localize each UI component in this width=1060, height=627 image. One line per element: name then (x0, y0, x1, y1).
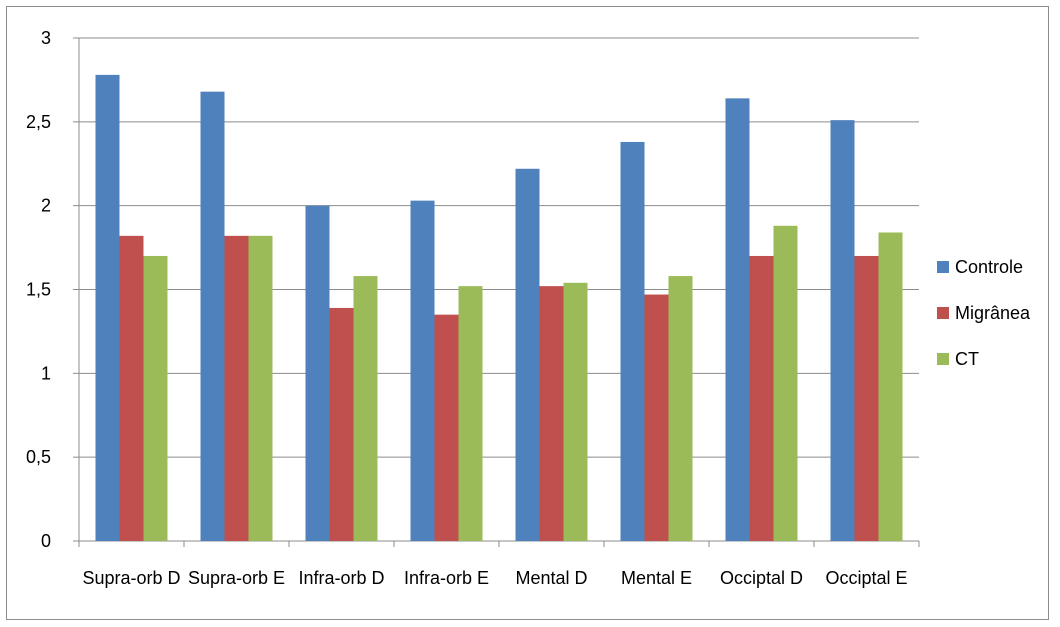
x-category-label: Infra-orb E (404, 568, 489, 588)
x-category-label: Infra-orb D (298, 568, 384, 588)
y-tick-label: 2 (41, 196, 51, 216)
bar-migr-nea-7 (749, 255, 774, 541)
bar-ct-1 (143, 255, 168, 541)
bar-ct-2 (248, 235, 273, 541)
bar-controle-4 (410, 200, 435, 542)
legend-label: Migrânea (955, 303, 1031, 323)
y-tick-label: 2,5 (26, 112, 51, 132)
bar-ct-3 (353, 276, 378, 541)
bar-ct-6 (668, 276, 693, 541)
bar-migr-nea-3 (329, 307, 354, 541)
x-category-label: Mental D (515, 568, 587, 588)
x-category-label: Occiptal E (825, 568, 907, 588)
bar-ct-4 (458, 286, 483, 541)
bar-controle-7 (725, 98, 750, 542)
bar-migr-nea-8 (854, 255, 879, 541)
x-category-label: Occiptal D (720, 568, 803, 588)
y-tick-label: 0,5 (26, 447, 51, 467)
y-tick-label: 3 (41, 28, 51, 48)
x-category-label: Supra-orb D (82, 568, 180, 588)
bar-controle-8 (830, 120, 855, 541)
bar-migr-nea-1 (119, 235, 144, 541)
legend-swatch (937, 307, 949, 319)
bar-migr-nea-2 (224, 235, 249, 541)
bar-controle-3 (305, 205, 330, 541)
bar-ct-8 (878, 232, 903, 541)
legend-label: Controle (955, 257, 1023, 277)
bar-controle-6 (620, 141, 645, 541)
bar-migr-nea-5 (539, 286, 564, 541)
x-category-label: Mental E (621, 568, 692, 588)
y-tick-label: 1,5 (26, 280, 51, 300)
legend-label: CT (955, 349, 979, 369)
legend-swatch (937, 261, 949, 273)
legend-swatch (937, 353, 949, 365)
y-tick-label: 1 (41, 363, 51, 383)
bar-migr-nea-4 (434, 314, 459, 541)
bar-controle-1 (95, 74, 120, 542)
y-tick-label: 0 (41, 531, 51, 551)
bar-ct-7 (773, 225, 798, 541)
bar-controle-5 (515, 168, 540, 541)
x-category-label: Supra-orb E (188, 568, 285, 588)
bar-ct-5 (563, 282, 588, 541)
bar-migr-nea-6 (644, 294, 669, 541)
bar-controle-2 (200, 91, 225, 542)
